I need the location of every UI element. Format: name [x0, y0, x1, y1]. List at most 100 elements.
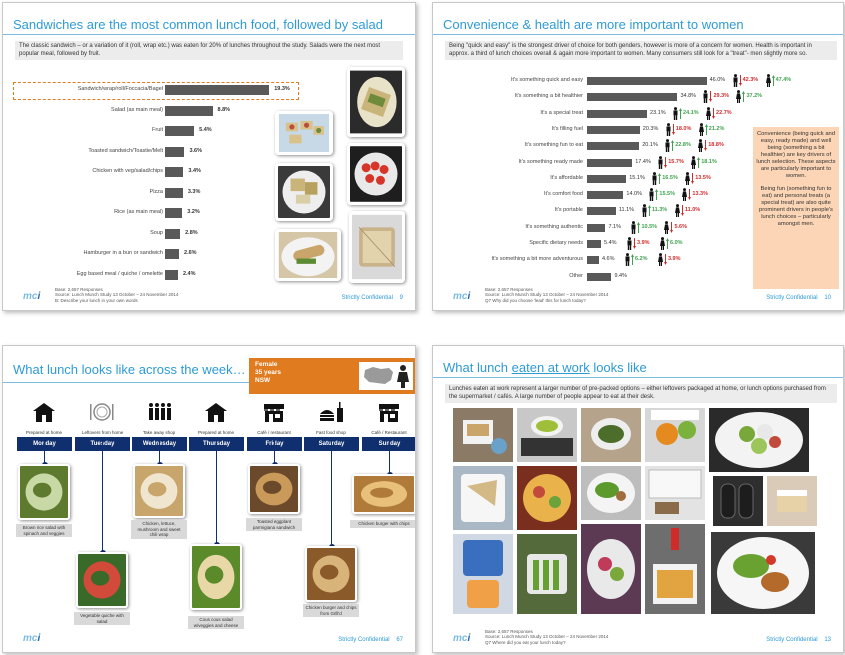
- bar: [165, 269, 178, 280]
- value-label: 5.4%: [199, 127, 212, 133]
- male-value-label: 11.3%: [651, 207, 668, 214]
- bar: [587, 240, 602, 248]
- category-label: It's comfort food: [544, 191, 583, 198]
- category-label: It's something quick and easy: [511, 77, 583, 83]
- female-figure-icon: [657, 253, 663, 267]
- timeline-line: [159, 437, 160, 468]
- female-value-label: 5.6%: [674, 223, 687, 230]
- place-label: Fast food shop: [316, 430, 346, 435]
- chart-row: Fruit 5.4%: [15, 124, 295, 138]
- arrow-up-icon: [671, 140, 675, 152]
- value-label: 7.1%: [608, 223, 621, 230]
- intro-text: The classic sandwich – or a variation of…: [15, 41, 403, 60]
- house-icon: [33, 403, 55, 422]
- value-label: 2.8%: [185, 229, 198, 236]
- arrow-down-icon: [670, 221, 674, 233]
- chart-row: Pizza 3.3%: [15, 186, 295, 200]
- chart-row: Sandwich/wrap/roll/Foccacia/Bagel 19.3%: [15, 83, 295, 97]
- arrow-down-icon: [663, 254, 667, 266]
- male-value-label: 42.3%: [742, 77, 759, 83]
- male-figure-icon: [625, 253, 630, 267]
- slide-title: Sandwiches are the most common lunch foo…: [13, 17, 383, 32]
- slide-week-lunch[interactable]: What lunch looks like across the week… F…: [2, 345, 416, 653]
- slide-convenience-health[interactable]: Convenience & health are more important …: [432, 2, 844, 311]
- value-label: 8.8%: [217, 106, 231, 113]
- slide-title: What lunch looks like across the week…: [13, 362, 246, 377]
- female-value-label: 13.5%: [695, 174, 711, 181]
- male-figure-icon: [627, 237, 632, 250]
- chart-row: It's something quick and easy 46.0% 42.3% 4…: [433, 73, 843, 89]
- source-notes: Base: 2,657 Responses Source: Lunch Munch…: [485, 286, 609, 303]
- arrow-down-icon: [738, 75, 742, 86]
- green-plate-photo: [581, 466, 641, 520]
- chart-row: Hamburger in a bun or sandwich 2.6%: [15, 247, 295, 261]
- meal-caption: Cous cous salad w/veggies and cheese: [188, 616, 244, 629]
- meal-photo: [305, 546, 357, 602]
- confidential-label: Strictly Confidential 10: [766, 295, 831, 301]
- meal-caption: Chicken burger and chips from Grill'd: [303, 604, 359, 617]
- female-figure-icon: [664, 220, 670, 234]
- arrow-up-icon: [658, 172, 662, 184]
- female-figure-icon: [706, 106, 712, 120]
- female-figure-icon: [691, 155, 697, 169]
- salad-container-photo: [581, 524, 641, 614]
- chart-row: Other 9.4%: [433, 269, 843, 285]
- chart-row: It's comfort food 14.0% 15.5% 13.3%: [433, 187, 843, 203]
- source-notes: Base: 2,657 Responses Source: Lunch Munch…: [485, 628, 609, 645]
- value-label: 9.4%: [614, 272, 627, 279]
- chart-row: Specific dietary needs 5.4% 3.9% 6.0%: [433, 236, 843, 252]
- bar: [587, 256, 599, 265]
- male-figure-icon: [673, 106, 678, 120]
- keyboard-soup-photo: [517, 408, 577, 462]
- respondent-profile: Female 35 years NSW: [249, 358, 415, 394]
- mixed-plate-photo: [517, 466, 577, 530]
- intro-text: Lunches eaten at work represent a larger…: [445, 384, 837, 403]
- value-label: 2.6%: [184, 250, 197, 256]
- slide-sandwiches[interactable]: Sandwiches are the most common lunch foo…: [2, 2, 416, 311]
- house-place: Prepared at home: [24, 400, 64, 435]
- bar: [165, 126, 195, 136]
- female-value-label: 11.0%: [684, 207, 701, 214]
- male-figure-icon: [658, 155, 663, 169]
- intro-text: Being "quick and easy" is the strongest …: [445, 41, 837, 60]
- arrow-up-icon: [704, 123, 708, 135]
- arrow-up-icon: [679, 107, 683, 119]
- value-label: 3.2%: [187, 209, 200, 215]
- chart-row: It's something authentic 7.1% 10.5% 5.6%: [433, 220, 843, 236]
- value-label: 5.4%: [604, 240, 617, 246]
- bar: [587, 191, 624, 200]
- meal-photo: [190, 544, 242, 610]
- male-figure-icon: [649, 188, 654, 202]
- category-label: Hamburger in a bun or sandwich: [83, 250, 164, 256]
- timeline-line: [102, 437, 103, 556]
- rice-cakes-photo: [453, 534, 513, 614]
- category-label: It's something a bit healthier: [514, 93, 583, 100]
- male-figure-icon: [642, 204, 647, 218]
- title-divider: [3, 382, 249, 383]
- female-value-label: 37.2%: [746, 93, 763, 100]
- title-emphasis: eaten at work: [511, 360, 590, 375]
- plate-place: Leftovers from home: [82, 400, 123, 435]
- timeline-line: [389, 437, 390, 478]
- fruit-photo: [645, 408, 705, 462]
- desk-lunch-photo: [453, 408, 513, 462]
- arrow-down-icon: [633, 238, 637, 249]
- crackers-photo: [275, 111, 333, 155]
- slide-lunch-at-work[interactable]: What lunch eaten at work looks like Lunc…: [432, 345, 844, 653]
- female-value-label: 18.1%: [701, 158, 717, 165]
- chart-row: It's a special treat 23.1% 24.1% 22.7%: [433, 106, 843, 122]
- male-figure-icon: [652, 171, 657, 185]
- value-label: 34.8%: [680, 93, 697, 100]
- profile-state: NSW: [255, 377, 271, 384]
- category-label: Rice (as main meal): [114, 209, 163, 215]
- male-value-label: 6.2%: [634, 256, 648, 263]
- mci-logo: mci: [23, 291, 41, 302]
- timeline-line: [274, 437, 275, 468]
- place-label: Prepared at home: [197, 430, 235, 435]
- category-label: It's a special treat: [540, 109, 583, 116]
- source-notes: Base: 2,657 Responses Source: Lunch Munch…: [55, 286, 179, 303]
- meal-caption: Chicken burger with chips: [350, 520, 415, 528]
- male-value-label: 3.9%: [637, 240, 650, 246]
- slide-title: What lunch eaten at work looks like: [443, 360, 647, 375]
- arrow-down-icon: [688, 189, 692, 201]
